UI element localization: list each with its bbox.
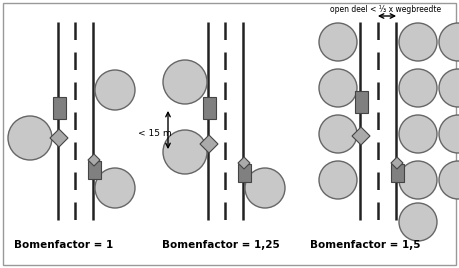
Polygon shape xyxy=(391,157,403,169)
Bar xyxy=(202,97,215,119)
Circle shape xyxy=(163,130,207,174)
Bar xyxy=(52,97,66,119)
Circle shape xyxy=(319,23,357,61)
Circle shape xyxy=(439,115,459,153)
Circle shape xyxy=(439,161,459,199)
Circle shape xyxy=(319,115,357,153)
Circle shape xyxy=(439,69,459,107)
Circle shape xyxy=(399,115,437,153)
Bar xyxy=(237,164,251,182)
Text: open deel < ⅓ x wegbreedte: open deel < ⅓ x wegbreedte xyxy=(330,6,441,14)
Circle shape xyxy=(319,69,357,107)
Bar xyxy=(88,161,101,179)
Bar xyxy=(354,91,368,113)
Text: < 15 m: < 15 m xyxy=(138,128,172,137)
Polygon shape xyxy=(238,157,250,169)
Text: Bomenfactor = 1: Bomenfactor = 1 xyxy=(14,240,113,250)
Circle shape xyxy=(399,23,437,61)
Circle shape xyxy=(439,23,459,61)
Circle shape xyxy=(319,161,357,199)
Circle shape xyxy=(399,203,437,241)
Polygon shape xyxy=(352,127,370,145)
Bar xyxy=(391,164,403,182)
Polygon shape xyxy=(200,135,218,153)
Circle shape xyxy=(95,168,135,208)
Text: Bomenfactor = 1,25: Bomenfactor = 1,25 xyxy=(162,240,280,250)
Polygon shape xyxy=(88,154,100,166)
Circle shape xyxy=(399,161,437,199)
Circle shape xyxy=(399,69,437,107)
Circle shape xyxy=(8,116,52,160)
Text: Bomenfactor = 1,5: Bomenfactor = 1,5 xyxy=(310,240,420,250)
Circle shape xyxy=(163,60,207,104)
Circle shape xyxy=(245,168,285,208)
Circle shape xyxy=(95,70,135,110)
Polygon shape xyxy=(50,129,68,147)
